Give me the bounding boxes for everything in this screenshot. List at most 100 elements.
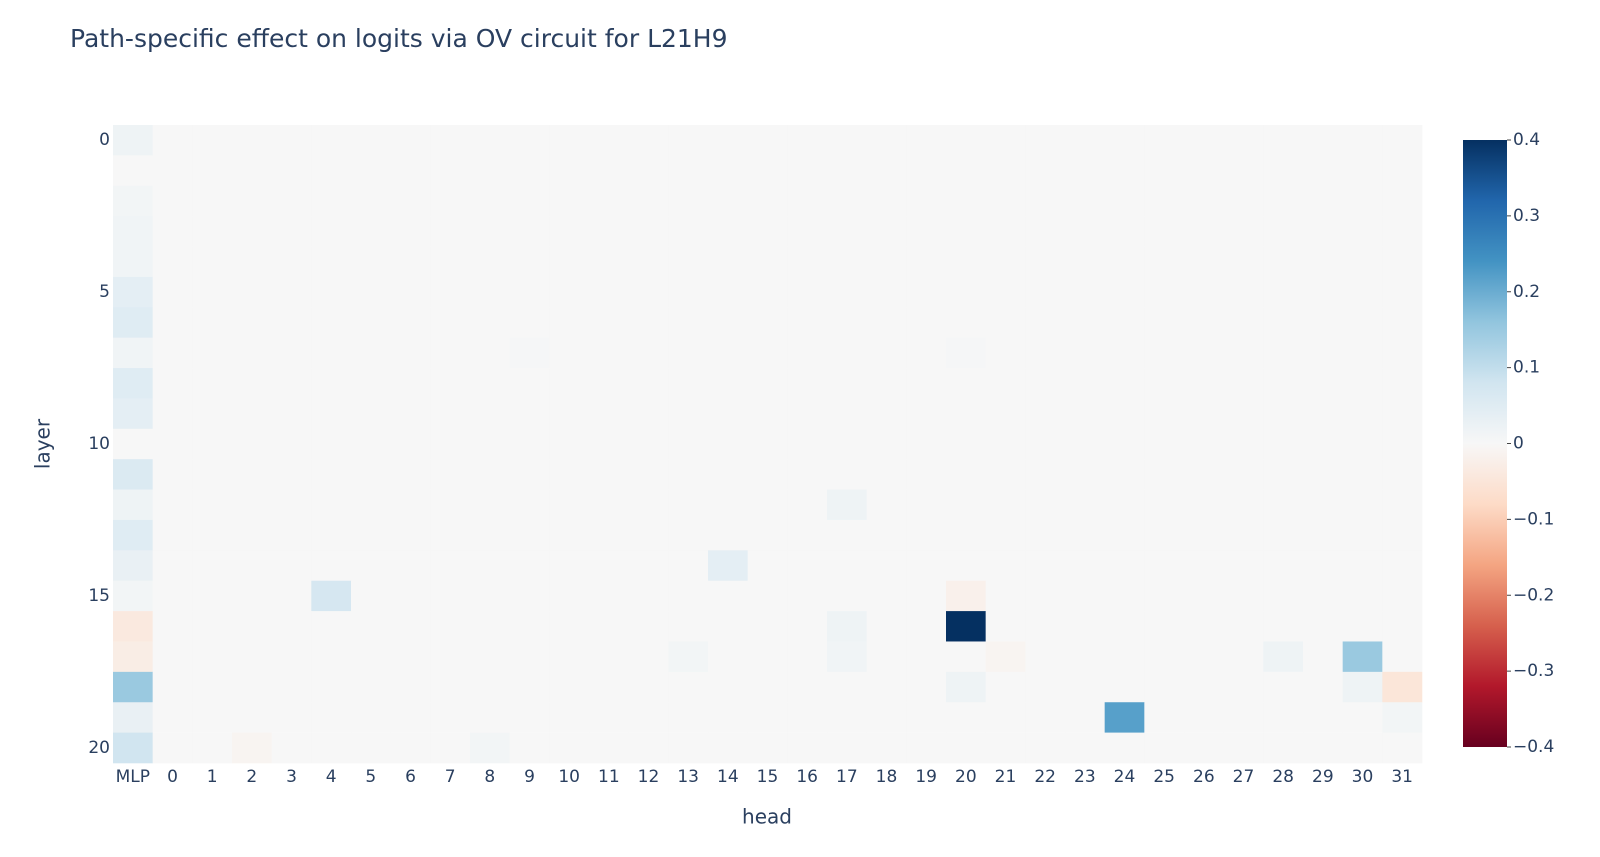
- heatmap-cell: [113, 702, 153, 733]
- heatmap-cell: [509, 337, 550, 369]
- heatmap-cell: [549, 580, 590, 612]
- heatmap-cell: [747, 368, 788, 399]
- heatmap-cell: [1025, 580, 1066, 612]
- heatmap-cell: [1342, 671, 1383, 703]
- heatmap-cell: [1065, 519, 1105, 551]
- heatmap-cell: [1144, 732, 1185, 764]
- heatmap-cell: [232, 732, 272, 764]
- heatmap-cell: [985, 216, 1026, 247]
- heatmap-cell: [232, 641, 272, 673]
- heatmap-cell: [232, 185, 272, 217]
- heatmap-cell: [1263, 216, 1304, 247]
- heatmap-cell: [390, 185, 431, 217]
- heatmap-cell: [827, 489, 867, 521]
- heatmap-cell: [747, 550, 788, 582]
- heatmap-cell: [1303, 459, 1343, 490]
- heatmap-cell: [1342, 641, 1383, 673]
- heatmap-cell: [1025, 428, 1066, 460]
- heatmap-cell: [152, 671, 193, 703]
- heatmap-cell: [470, 125, 510, 156]
- heatmap-cell: [1263, 671, 1304, 703]
- heatmap-cell: [152, 459, 193, 490]
- x-axis-title: head: [742, 805, 792, 829]
- heatmap-cell: [271, 337, 312, 369]
- heatmap-cell: [668, 671, 709, 703]
- heatmap-cell: [747, 155, 788, 187]
- heatmap-cell: [1104, 459, 1145, 490]
- heatmap-cell: [906, 550, 947, 582]
- heatmap-cell: [1382, 611, 1423, 642]
- heatmap-cell: [549, 550, 590, 582]
- heatmap-cell: [430, 337, 471, 369]
- heatmap-cell: [827, 611, 867, 642]
- heatmap-cell: [589, 671, 629, 703]
- heatmap-cell: [628, 611, 669, 642]
- heatmap-cell: [192, 398, 233, 430]
- heatmap-cell: [1065, 550, 1105, 582]
- heatmap-cell: [1223, 398, 1264, 430]
- heatmap-cell: [589, 428, 629, 460]
- heatmap-cell: [1144, 125, 1185, 156]
- heatmap-cell: [1184, 276, 1224, 308]
- heatmap-cell: [509, 276, 550, 308]
- heatmap-cell: [1025, 216, 1066, 247]
- heatmap-cell: [271, 519, 312, 551]
- heatmap-cell: [866, 489, 907, 521]
- heatmap-cell: [390, 216, 431, 247]
- heatmap-cell: [1065, 428, 1105, 460]
- heatmap-cell: [549, 732, 590, 764]
- heatmap-cell: [192, 428, 233, 460]
- heatmap-cell: [113, 185, 153, 217]
- heatmap-cell: [232, 368, 272, 399]
- heatmap-cell: [1184, 185, 1224, 217]
- heatmap-cell: [906, 611, 947, 642]
- heatmap-cell: [311, 307, 352, 338]
- heatmap-cell: [1144, 216, 1185, 247]
- heatmap-cell: [1342, 185, 1383, 217]
- heatmap-cell: [549, 398, 590, 430]
- heatmap-cell: [1065, 580, 1105, 612]
- heatmap-cell: [906, 216, 947, 247]
- heatmap-cell: [351, 732, 391, 764]
- colorbar-tick-label: −0.3: [1513, 661, 1554, 681]
- heatmap-cell: [113, 641, 153, 673]
- heatmap-cell: [1025, 276, 1066, 308]
- heatmap-cell: [866, 671, 907, 703]
- heatmap-cell: [747, 732, 788, 764]
- heatmap-cell: [1303, 337, 1343, 369]
- y-tick-label: 10: [88, 434, 110, 454]
- heatmap-cell: [1065, 276, 1105, 308]
- heatmap-cell: [1382, 307, 1423, 338]
- heatmap-cell: [1065, 246, 1105, 278]
- heatmap-cell: [1025, 489, 1066, 521]
- heatmap-cell: [1104, 276, 1145, 308]
- heatmap-cell: [1303, 155, 1343, 187]
- heatmap-cell: [549, 611, 590, 642]
- heatmap-cell: [192, 216, 233, 247]
- heatmap-cell: [1065, 337, 1105, 369]
- heatmap-cell: [866, 276, 907, 308]
- heatmap-cell: [628, 459, 669, 490]
- heatmap-cell: [271, 125, 312, 156]
- heatmap-cell: [311, 702, 352, 733]
- heatmap-cell: [152, 702, 193, 733]
- heatmap-cell: [152, 125, 193, 156]
- heatmap-cell: [1104, 307, 1145, 338]
- heatmap-cell: [866, 550, 907, 582]
- heatmap-cell: [1144, 155, 1185, 187]
- heatmap-cell: [668, 702, 709, 733]
- heatmap-cell: [430, 155, 471, 187]
- heatmap-cell: [708, 611, 748, 642]
- heatmap-cell: [1144, 307, 1185, 338]
- heatmap-cell: [1263, 125, 1304, 156]
- heatmap-cell: [509, 550, 550, 582]
- heatmap-cell: [1144, 276, 1185, 308]
- heatmap-cell: [1263, 580, 1304, 612]
- heatmap-cell: [152, 276, 193, 308]
- heatmap-cell: [1303, 489, 1343, 521]
- heatmap-cell: [1184, 307, 1224, 338]
- heatmap-cell: [470, 550, 510, 582]
- heatmap-cell: [113, 671, 153, 703]
- heatmap-cell: [271, 702, 312, 733]
